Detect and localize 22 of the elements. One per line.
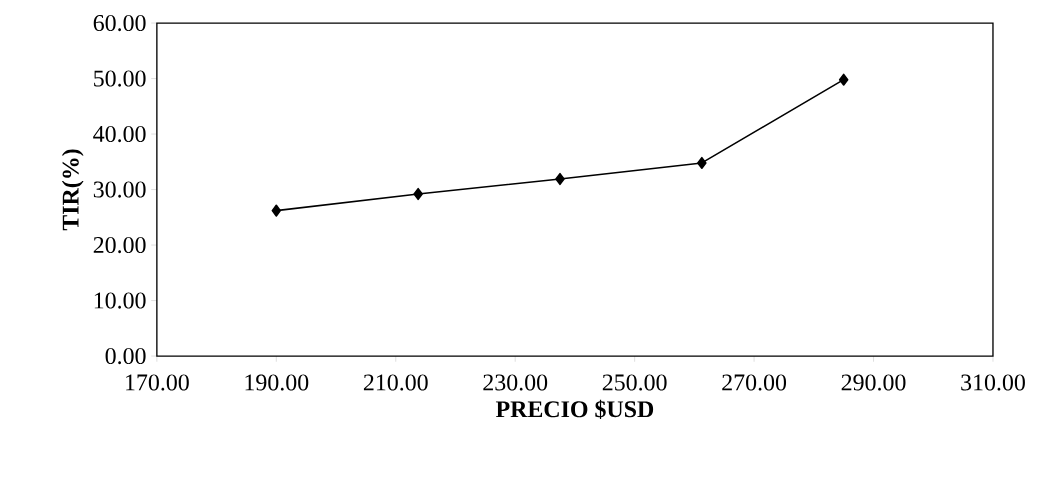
x-tick-label: 210.00 (363, 374, 428, 391)
x-tick-label: 310.00 (961, 374, 1025, 391)
x-tick-label: 250.00 (602, 374, 667, 391)
x-tick-label: 290.00 (841, 374, 906, 391)
point (271, 204, 282, 217)
y-tick-label: 10.00 (94, 292, 146, 309)
x-tick-label: 170.00 (126, 374, 189, 391)
x-tick-label: 190.00 (245, 374, 309, 391)
y-tick-label: 20.00 (93, 236, 146, 254)
y-tick-label: 0.00 (105, 347, 146, 365)
y-tick-label: 30.00 (93, 181, 146, 198)
x-axis-title: PRECIO $USD (495, 399, 654, 419)
point (838, 73, 849, 86)
point (697, 156, 707, 169)
point (555, 172, 565, 186)
x-tick-label: 230.00 (483, 374, 548, 391)
x-tick-label: 270.00 (722, 374, 787, 391)
y-axis-title: TIR(%) (61, 149, 84, 231)
point (413, 187, 423, 201)
y-tick-label: 60.00 (93, 14, 146, 32)
y-tick-label: 50.00 (94, 70, 146, 87)
y-tick-label: 40.00 (93, 125, 146, 143)
